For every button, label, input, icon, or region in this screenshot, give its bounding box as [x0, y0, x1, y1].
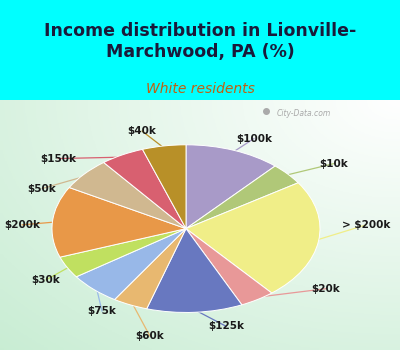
Text: $10k: $10k	[320, 159, 348, 169]
Text: $60k: $60k	[136, 331, 164, 341]
Text: White residents: White residents	[146, 82, 254, 96]
Text: $30k: $30k	[32, 275, 60, 285]
Text: City-Data.com: City-Data.com	[277, 108, 331, 118]
Wedge shape	[186, 183, 320, 293]
Text: > $200k: > $200k	[342, 220, 390, 230]
Wedge shape	[186, 145, 275, 229]
Wedge shape	[186, 229, 272, 305]
Wedge shape	[52, 188, 186, 257]
Wedge shape	[104, 149, 186, 229]
Text: $50k: $50k	[28, 184, 56, 194]
Text: $100k: $100k	[236, 134, 272, 143]
Wedge shape	[69, 162, 186, 229]
Text: $75k: $75k	[88, 306, 116, 316]
Wedge shape	[60, 229, 186, 277]
Text: $20k: $20k	[312, 284, 340, 294]
Text: $200k: $200k	[4, 220, 40, 230]
Wedge shape	[147, 229, 242, 313]
Text: $150k: $150k	[40, 154, 76, 163]
Text: $40k: $40k	[128, 126, 156, 136]
Wedge shape	[114, 229, 186, 309]
Text: Income distribution in Lionville-
Marchwood, PA (%): Income distribution in Lionville- Marchw…	[44, 22, 356, 61]
Text: $125k: $125k	[208, 321, 244, 331]
Wedge shape	[76, 229, 186, 300]
Wedge shape	[186, 166, 298, 229]
Wedge shape	[142, 145, 186, 229]
